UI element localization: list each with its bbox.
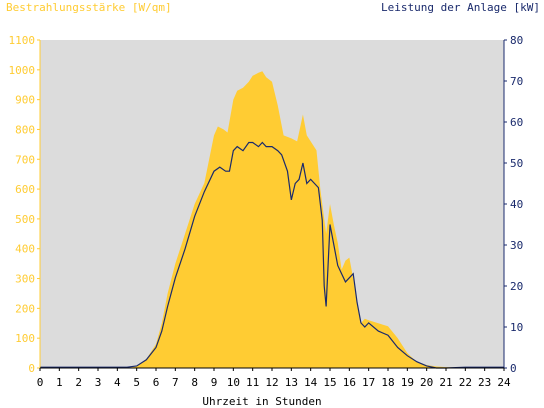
x-tick-label: 24 (497, 376, 511, 389)
axes-layer (37, 39, 507, 371)
x-tick-label: 12 (265, 376, 278, 389)
x-tick-label: 0 (37, 376, 44, 389)
x-tick-label: 6 (153, 376, 160, 389)
irradiance-area-layer (40, 71, 504, 368)
y-left-tick-label: 200 (15, 302, 35, 315)
x-tick-label: 18 (381, 376, 394, 389)
y-left-tick-label: 600 (15, 183, 35, 196)
y-left-tick-label: 800 (15, 123, 35, 136)
x-tick-label: 7 (172, 376, 179, 389)
x-tick-label: 23 (478, 376, 491, 389)
y-right-tick-label: 10 (510, 321, 523, 334)
y-left-tick-label: 400 (15, 243, 35, 256)
y-right-tick-label: 30 (510, 239, 523, 252)
y-left-tick-label: 300 (15, 273, 35, 286)
left-axis-title: Bestrahlungsstärke [W/qm] (6, 1, 172, 14)
y-right-tick-label: 70 (510, 75, 523, 88)
x-tick-label: 9 (211, 376, 218, 389)
x-tick-label: 10 (227, 376, 240, 389)
power-line (40, 141, 504, 369)
x-tick-label: 13 (285, 376, 298, 389)
x-tick-label: 21 (439, 376, 452, 389)
x-tick-label: 5 (133, 376, 140, 389)
x-tick-label: 4 (114, 376, 121, 389)
y-left-tick-label: 700 (15, 153, 35, 166)
x-tick-label: 8 (191, 376, 198, 389)
x-tick-label: 22 (459, 376, 472, 389)
x-tick-label: 14 (304, 376, 318, 389)
x-tick-label: 20 (420, 376, 433, 389)
right-axis-title: Leistung der Anlage [kW] (381, 1, 540, 14)
y-left-tick-label: 900 (15, 94, 35, 107)
y-right-tick-label: 50 (510, 157, 523, 170)
x-tick-label: 1 (56, 376, 63, 389)
y-right-tick-label: 60 (510, 116, 523, 129)
y-left-tick-label: 1100 (9, 34, 36, 47)
tick-labels-layer: 0100200300400500600700800900100011000102… (9, 34, 524, 389)
y-left-tick-label: 100 (15, 332, 35, 345)
power-line-layer (40, 141, 504, 369)
x-tick-label: 11 (246, 376, 259, 389)
x-tick-label: 16 (343, 376, 356, 389)
irradiance-area (40, 71, 504, 368)
y-left-tick-label: 0 (28, 362, 35, 375)
y-right-tick-label: 0 (510, 362, 517, 375)
y-right-tick-label: 80 (510, 34, 523, 47)
y-left-tick-label: 500 (15, 213, 35, 226)
x-tick-label: 19 (401, 376, 414, 389)
x-axis-title: Uhrzeit in Stunden (202, 395, 321, 408)
x-tick-label: 2 (75, 376, 82, 389)
x-tick-label: 3 (95, 376, 102, 389)
x-tick-label: 17 (362, 376, 375, 389)
y-right-tick-label: 20 (510, 280, 523, 293)
x-tick-label: 15 (323, 376, 336, 389)
y-left-tick-label: 1000 (9, 64, 36, 77)
y-right-tick-label: 40 (510, 198, 523, 211)
